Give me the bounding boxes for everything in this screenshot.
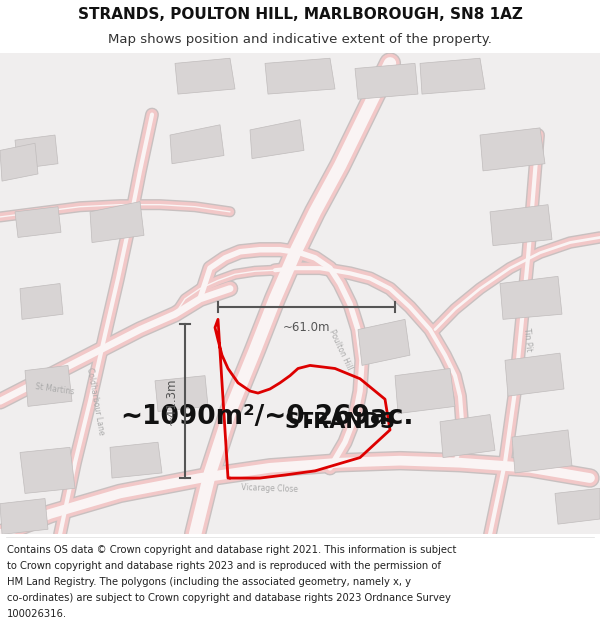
Polygon shape bbox=[395, 369, 455, 414]
Polygon shape bbox=[20, 448, 75, 493]
Polygon shape bbox=[358, 319, 410, 366]
Polygon shape bbox=[20, 284, 63, 319]
Text: Coldharbour Lane: Coldharbour Lane bbox=[85, 367, 106, 436]
Polygon shape bbox=[110, 442, 162, 478]
Polygon shape bbox=[505, 353, 564, 396]
Text: Map shows position and indicative extent of the property.: Map shows position and indicative extent… bbox=[108, 33, 492, 46]
Text: Tin Pit: Tin Pit bbox=[523, 328, 533, 352]
Text: STRANDS, POULTON HILL, MARLBOROUGH, SN8 1AZ: STRANDS, POULTON HILL, MARLBOROUGH, SN8 … bbox=[77, 8, 523, 22]
Polygon shape bbox=[15, 207, 61, 238]
Polygon shape bbox=[0, 143, 38, 181]
Text: to Crown copyright and database rights 2023 and is reproduced with the permissio: to Crown copyright and database rights 2… bbox=[7, 561, 441, 571]
Polygon shape bbox=[25, 366, 72, 406]
Polygon shape bbox=[0, 499, 48, 534]
Polygon shape bbox=[500, 276, 562, 319]
Polygon shape bbox=[555, 488, 600, 524]
Polygon shape bbox=[175, 58, 235, 94]
Text: 100026316.: 100026316. bbox=[7, 609, 67, 619]
Polygon shape bbox=[15, 135, 58, 169]
Polygon shape bbox=[355, 63, 418, 99]
Text: HM Land Registry. The polygons (including the associated geometry, namely x, y: HM Land Registry. The polygons (includin… bbox=[7, 577, 411, 587]
Polygon shape bbox=[250, 119, 304, 159]
Polygon shape bbox=[155, 376, 208, 411]
Text: ~41.3m: ~41.3m bbox=[164, 378, 178, 425]
Polygon shape bbox=[480, 128, 545, 171]
Polygon shape bbox=[440, 414, 495, 458]
Polygon shape bbox=[90, 202, 144, 242]
Polygon shape bbox=[512, 430, 572, 473]
Text: St Martins: St Martins bbox=[35, 382, 75, 396]
Text: ~61.0m: ~61.0m bbox=[283, 321, 330, 334]
Text: Contains OS data © Crown copyright and database right 2021. This information is : Contains OS data © Crown copyright and d… bbox=[7, 545, 457, 555]
Text: STRANDS: STRANDS bbox=[284, 412, 395, 432]
Polygon shape bbox=[490, 204, 552, 246]
Polygon shape bbox=[170, 125, 224, 164]
Polygon shape bbox=[265, 58, 335, 94]
Text: co-ordinates) are subject to Crown copyright and database rights 2023 Ordnance S: co-ordinates) are subject to Crown copyr… bbox=[7, 593, 451, 603]
Text: Vicarage Close: Vicarage Close bbox=[241, 482, 299, 494]
Polygon shape bbox=[420, 58, 485, 94]
Text: ~1090m²/~0.269ac.: ~1090m²/~0.269ac. bbox=[120, 404, 413, 429]
Text: Poulton Hill: Poulton Hill bbox=[327, 328, 353, 372]
